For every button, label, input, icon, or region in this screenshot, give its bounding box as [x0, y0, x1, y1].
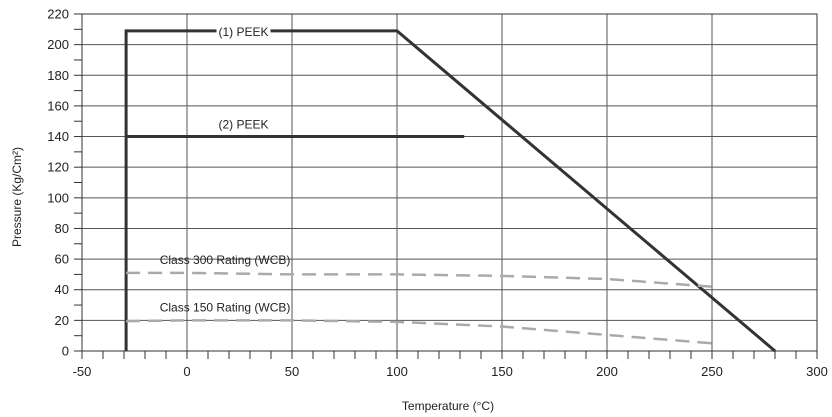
y-tick-label: 20: [55, 313, 69, 328]
y-tick-label: 40: [55, 282, 69, 297]
series-label-background: [216, 24, 271, 39]
x-tick-label: 100: [386, 364, 408, 379]
y-tick-label: 120: [47, 160, 69, 175]
y-tick-label: 220: [47, 7, 69, 22]
series-label-3: Class 300 Rating (WCB): [160, 253, 291, 267]
y-axis-title: Pressure (Kg/Cm²): [10, 147, 24, 247]
series-label-4: Class 150 Rating (WCB): [160, 300, 291, 314]
y-tick-label: 80: [55, 221, 69, 236]
tick-labels: -50 0 50 100 150 200 250 300 0 20 40 60 80 100 120 140 1…: [47, 7, 828, 380]
series-line-4: [126, 319, 713, 345]
series-labels: (1) PEEK (2) PEEK Class 300 Rating (WCB) Cl…: [160, 24, 291, 314]
y-tick-label: 200: [47, 37, 69, 52]
x-tick-label: 200: [596, 364, 618, 379]
x-axis-title: Temperature (°C): [402, 399, 494, 413]
x-tick-label: -50: [73, 364, 92, 379]
x-tick-label: 0: [183, 364, 190, 379]
y-tick-label: 100: [47, 190, 69, 205]
x-tick-label: 50: [285, 364, 299, 379]
tick-marks: [74, 13, 818, 359]
series-line-3: [126, 271, 713, 288]
x-tick-label: 300: [806, 364, 828, 379]
y-tick-label: 160: [47, 98, 69, 113]
y-tick-label: 60: [55, 252, 69, 267]
series-label-2: (2) PEEK: [219, 118, 269, 132]
y-tick-label: 140: [47, 129, 69, 144]
x-tick-label: 150: [491, 364, 513, 379]
y-tick-label: 180: [47, 68, 69, 83]
x-tick-label: 250: [701, 364, 723, 379]
series-label-1: (1) PEEK: [219, 25, 269, 39]
y-tick-label: 0: [62, 344, 69, 359]
